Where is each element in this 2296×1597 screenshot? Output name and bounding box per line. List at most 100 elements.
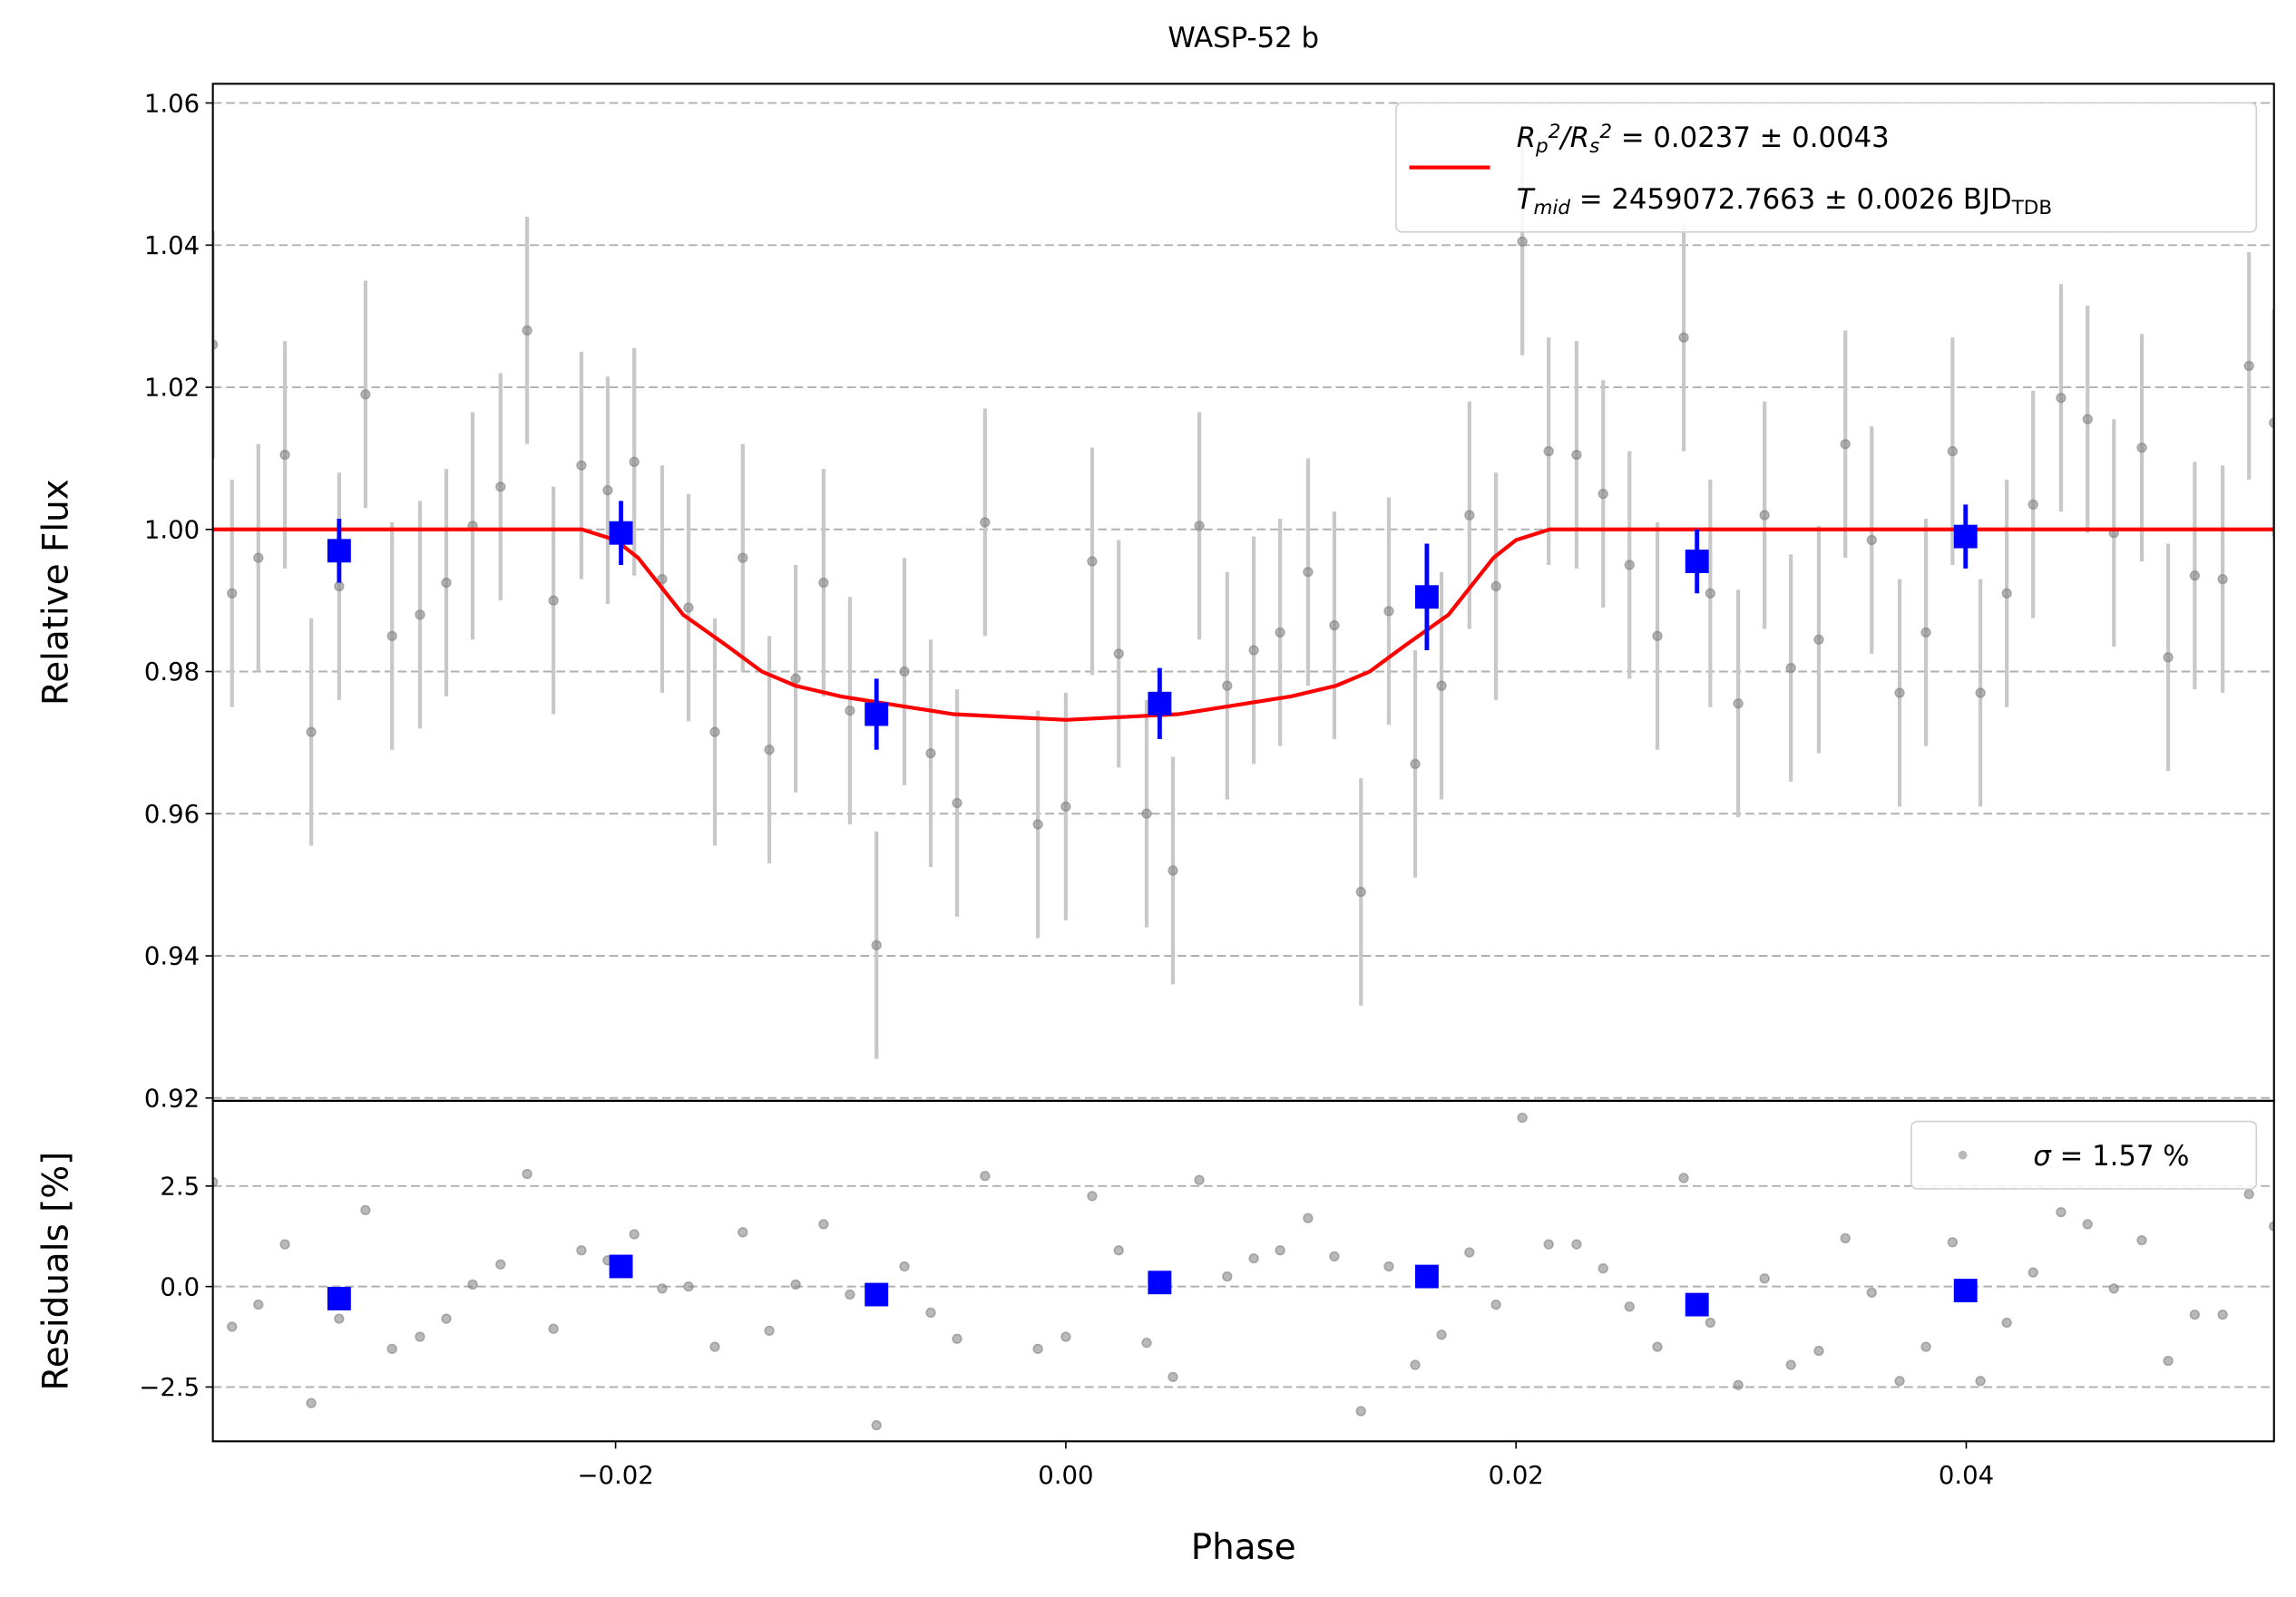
data-point [306, 726, 317, 737]
data-point [2217, 1310, 2228, 1320]
binned-point [327, 1287, 351, 1310]
data-point [279, 449, 290, 461]
data-point [738, 552, 748, 563]
data-point [657, 1283, 668, 1294]
y-axis-label: Relative Flux [35, 479, 76, 706]
data-point [253, 552, 264, 563]
data-point [683, 602, 694, 613]
data-point [1032, 1343, 1043, 1355]
data-point [1597, 1263, 1608, 1274]
data-point [1733, 1379, 1744, 1390]
legend-label-part: = 0.0237 ± 0.0043 [1612, 122, 1890, 154]
data-point [1759, 510, 1770, 521]
data-point [1303, 1212, 1314, 1223]
data-point [1329, 619, 1340, 631]
data-point [2269, 417, 2274, 428]
data-point [1141, 808, 1152, 819]
data-point [306, 1397, 317, 1408]
legend [1910, 1120, 2258, 1190]
data-point [1866, 534, 1877, 546]
data-point [1705, 1317, 1716, 1329]
data-point [1571, 449, 1582, 461]
legend-label: Rp2/Rs2 = 0.0237 ± 0.0043 [1517, 121, 1890, 157]
data-point [212, 339, 219, 350]
data-point [1571, 1239, 1582, 1250]
data-point [1060, 1331, 1071, 1342]
data-point [1759, 1273, 1770, 1284]
y-tick-label: −2.5 [139, 1373, 200, 1402]
data-point [1813, 1345, 1824, 1357]
binned-point [327, 539, 351, 563]
data-point [1543, 445, 1554, 457]
legend-label-part: p [1535, 134, 1549, 157]
data-point [334, 1313, 345, 1324]
x-tick-label: 0.04 [1939, 1461, 1994, 1490]
data-point [1813, 634, 1824, 645]
data-point [2027, 499, 2038, 511]
data-point [212, 1176, 219, 1188]
chart-title: WASP-52 b [1168, 22, 1319, 54]
y-tick-label: 1.06 [144, 89, 200, 118]
data-point [522, 1168, 532, 1180]
data-point [1168, 1371, 1178, 1383]
data-point [1920, 1341, 1931, 1352]
binned-point [1953, 1279, 1978, 1303]
data-point [818, 1219, 829, 1230]
legend [1395, 102, 2258, 233]
legend-label-part: TDB [2011, 196, 2052, 219]
binned-point [1148, 691, 1172, 716]
data-point [629, 456, 640, 467]
data-point [1975, 687, 1986, 698]
x-tick-label: −0.02 [577, 1461, 653, 1490]
x-tick-label: 0.00 [1038, 1461, 1093, 1490]
y-tick-label: 1.02 [144, 374, 200, 403]
model-line [212, 527, 2274, 722]
data-point [1275, 627, 1285, 638]
data-point [2243, 360, 2254, 372]
binned-point [1953, 524, 1978, 549]
data-point [1222, 1271, 1233, 1282]
data-point [1194, 521, 1205, 531]
data-point [1464, 1247, 1475, 1258]
data-point [657, 573, 668, 585]
data-point [2136, 442, 2147, 453]
legend-label: Tmid = 2459072.7663 ± 0.0026 BJDTDB [1517, 183, 2052, 219]
data-point [764, 1325, 775, 1337]
data-point [1652, 630, 1663, 641]
data-point [495, 482, 506, 492]
data-point [495, 1259, 506, 1270]
data-point [764, 745, 775, 755]
data-point [386, 1343, 397, 1355]
data-point [845, 705, 855, 716]
data-point [1975, 1376, 1986, 1387]
data-point [871, 940, 882, 950]
data-point [1355, 1406, 1366, 1417]
data-point [1840, 439, 1851, 450]
data-point [227, 1321, 238, 1332]
data-point [1678, 1173, 1689, 1183]
data-point [2243, 1189, 2254, 1200]
data-point [2082, 1219, 2093, 1230]
data-point [738, 1227, 748, 1238]
y-tick-label: 1.00 [144, 515, 200, 544]
binned-point [1414, 1264, 1439, 1289]
legend-swatch [1958, 1150, 1968, 1160]
data-point [683, 1281, 694, 1292]
data-point [2108, 1283, 2119, 1294]
data-point [790, 673, 801, 685]
data-point [2217, 573, 2228, 585]
x-tick-label: 0.02 [1489, 1461, 1544, 1490]
data-point [1705, 588, 1716, 599]
data-point [2001, 588, 2012, 599]
data-point [1410, 1359, 1421, 1370]
data-point [1275, 1245, 1285, 1256]
data-point [1060, 801, 1071, 813]
data-point [386, 630, 397, 641]
data-point [415, 1331, 425, 1342]
data-point [1383, 1261, 1394, 1272]
y-tick-label: 0.98 [144, 657, 200, 687]
data-point [871, 1419, 882, 1431]
data-point [1866, 1287, 1877, 1298]
binned-point [865, 1282, 889, 1307]
